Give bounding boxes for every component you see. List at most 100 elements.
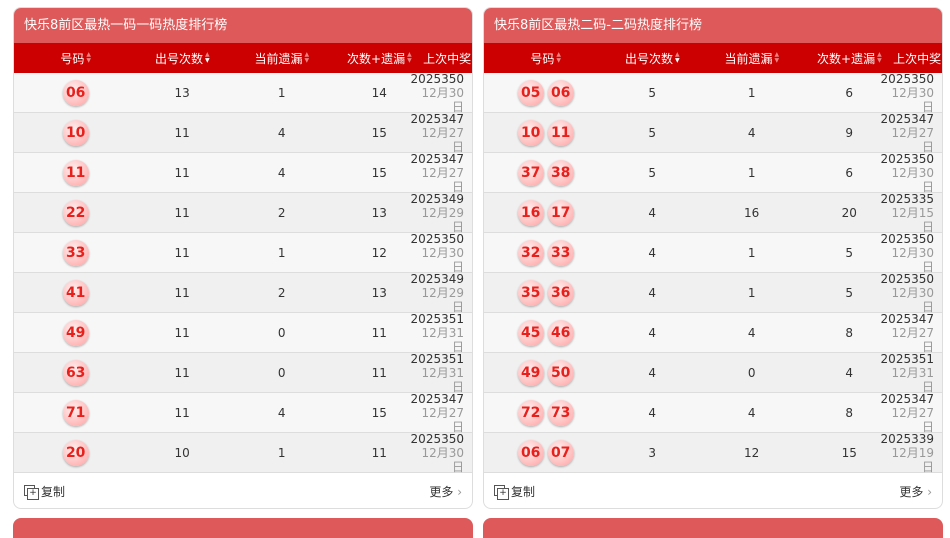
sort-icon[interactable]: ▲ ▼ bbox=[204, 51, 210, 64]
issue: 2025335 bbox=[880, 191, 934, 206]
number-ball: 72 bbox=[517, 399, 544, 426]
table-header: 号码 ▲ ▼ 出号次数 ▲ ▼ 当前遗漏 ▲ ▼ 次数+遗漏 ▲ ▼ 上次中奖 bbox=[14, 43, 472, 73]
number-ball: 46 bbox=[547, 319, 574, 346]
miss-cell: 4 bbox=[747, 405, 756, 420]
sort-icon[interactable]: ▲ ▼ bbox=[556, 51, 562, 64]
sum-cell: 11 bbox=[371, 365, 387, 380]
number-cell: 63 bbox=[14, 359, 137, 386]
last-win-cell: 2025347 12月27日 bbox=[881, 112, 942, 154]
number-ball: 06 bbox=[62, 79, 89, 106]
date: 12月29日 bbox=[421, 285, 464, 314]
column-header-label: 上次中奖 bbox=[893, 51, 942, 66]
table-row: 33 11 1 12 2025350 12月30日 bbox=[14, 232, 472, 274]
column-header[interactable]: 次数+遗漏 ▲ ▼ bbox=[807, 50, 893, 67]
sum-cell: 8 bbox=[845, 405, 854, 420]
column-header[interactable]: 出号次数 ▲ ▼ bbox=[137, 50, 227, 67]
date: 12月30日 bbox=[421, 85, 464, 114]
number-ball: 38 bbox=[547, 159, 574, 186]
number-ball: 05 bbox=[517, 79, 544, 106]
issue: 2025347 bbox=[880, 311, 934, 326]
number-ball: 20 bbox=[62, 439, 89, 466]
last-win-cell: 2025350 12月30日 bbox=[411, 232, 472, 274]
date: 12月30日 bbox=[891, 285, 934, 314]
copy-button[interactable]: 复制 bbox=[24, 483, 65, 500]
column-header-label: 上次中奖 bbox=[423, 51, 472, 66]
issue: 2025351 bbox=[880, 351, 934, 366]
issue: 2025350 bbox=[410, 431, 464, 446]
sort-icon[interactable]: ▲ ▼ bbox=[86, 51, 92, 64]
sort-icon[interactable]: ▲ ▼ bbox=[877, 51, 882, 64]
count-cell: 4 bbox=[648, 325, 656, 340]
date: 12月30日 bbox=[891, 165, 934, 194]
date: 12月30日 bbox=[891, 245, 934, 274]
table-row: 06 07 3 12 15 2025339 12月19日 bbox=[484, 432, 942, 474]
column-header[interactable]: 号码 ▲ ▼ bbox=[14, 50, 137, 67]
miss-cell: 0 bbox=[747, 365, 756, 380]
column-header[interactable]: 次数+遗漏 ▲ ▼ bbox=[337, 50, 423, 67]
last-win-cell: 2025350 12月30日 bbox=[881, 152, 942, 194]
sort-icon[interactable]: ▲ ▼ bbox=[407, 51, 412, 64]
more-link[interactable]: 更多 › bbox=[429, 483, 462, 500]
copy-icon bbox=[494, 484, 509, 500]
more-label: 更多 bbox=[899, 484, 924, 499]
column-header[interactable]: 当前遗漏 ▲ ▼ bbox=[227, 50, 337, 67]
issue: 2025347 bbox=[410, 111, 464, 126]
number-cell: 10 11 bbox=[484, 119, 607, 146]
number-cell: 32 33 bbox=[484, 239, 607, 266]
miss-cell: 1 bbox=[747, 245, 756, 260]
miss-cell: 16 bbox=[744, 205, 760, 220]
column-header[interactable]: 号码 ▲ ▼ bbox=[484, 50, 607, 67]
issue: 2025351 bbox=[410, 351, 464, 366]
issue: 2025351 bbox=[410, 311, 464, 326]
issue: 2025350 bbox=[880, 231, 934, 246]
last-win-cell: 2025349 12月29日 bbox=[411, 272, 472, 314]
panel-footer: 复制 更多 › bbox=[14, 473, 472, 508]
sort-icon[interactable]: ▲ ▼ bbox=[304, 51, 310, 64]
miss-cell: 1 bbox=[747, 85, 756, 100]
date: 12月27日 bbox=[421, 125, 464, 154]
last-win-cell: 2025347 12月27日 bbox=[881, 392, 942, 434]
sort-icon[interactable]: ▲ ▼ bbox=[774, 51, 780, 64]
column-header[interactable]: 当前遗漏 ▲ ▼ bbox=[697, 50, 807, 67]
sum-cell: 11 bbox=[371, 445, 387, 460]
chevron-right-icon: › bbox=[923, 484, 932, 499]
sort-icon[interactable]: ▲ ▼ bbox=[674, 51, 680, 64]
count-cell: 4 bbox=[648, 205, 656, 220]
column-header-label: 出号次数 bbox=[154, 51, 203, 66]
count-cell: 11 bbox=[174, 405, 190, 420]
miss-cell: 1 bbox=[277, 85, 286, 100]
date: 12月19日 bbox=[891, 445, 934, 474]
number-ball: 36 bbox=[547, 279, 574, 306]
column-header[interactable]: 出号次数 ▲ ▼ bbox=[607, 50, 697, 67]
issue: 2025349 bbox=[410, 191, 464, 206]
number-cell: 06 bbox=[14, 79, 137, 106]
date: 12月31日 bbox=[421, 325, 464, 354]
sum-cell: 13 bbox=[371, 285, 387, 300]
last-win-cell: 2025350 12月30日 bbox=[411, 72, 472, 114]
date: 12月29日 bbox=[421, 205, 464, 234]
count-cell: 10 bbox=[174, 445, 190, 460]
count-cell: 11 bbox=[174, 325, 190, 340]
panel-title: 快乐8前区最热一码一码热度排行榜 bbox=[14, 8, 472, 43]
miss-cell: 0 bbox=[277, 365, 286, 380]
number-cell: 33 bbox=[14, 239, 137, 266]
column-header: 上次中奖 bbox=[422, 50, 472, 67]
miss-cell: 4 bbox=[277, 405, 286, 420]
copy-button[interactable]: 复制 bbox=[494, 483, 535, 500]
date: 12月27日 bbox=[891, 325, 934, 354]
sum-cell: 5 bbox=[845, 245, 854, 260]
miss-cell: 4 bbox=[277, 165, 286, 180]
next-panel-header bbox=[13, 518, 473, 538]
number-ball: 11 bbox=[62, 159, 89, 186]
miss-cell: 4 bbox=[747, 325, 756, 340]
count-cell: 4 bbox=[648, 245, 656, 260]
last-win-cell: 2025335 12月15日 bbox=[881, 192, 942, 234]
number-ball: 06 bbox=[517, 439, 544, 466]
more-link[interactable]: 更多 › bbox=[899, 483, 932, 500]
panel-title: 快乐8前区最热二码-二码热度排行榜 bbox=[484, 8, 942, 43]
date: 12月27日 bbox=[421, 405, 464, 434]
date: 12月30日 bbox=[421, 245, 464, 274]
issue: 2025347 bbox=[410, 391, 464, 406]
number-ball: 73 bbox=[547, 399, 574, 426]
number-ball: 10 bbox=[62, 119, 89, 146]
